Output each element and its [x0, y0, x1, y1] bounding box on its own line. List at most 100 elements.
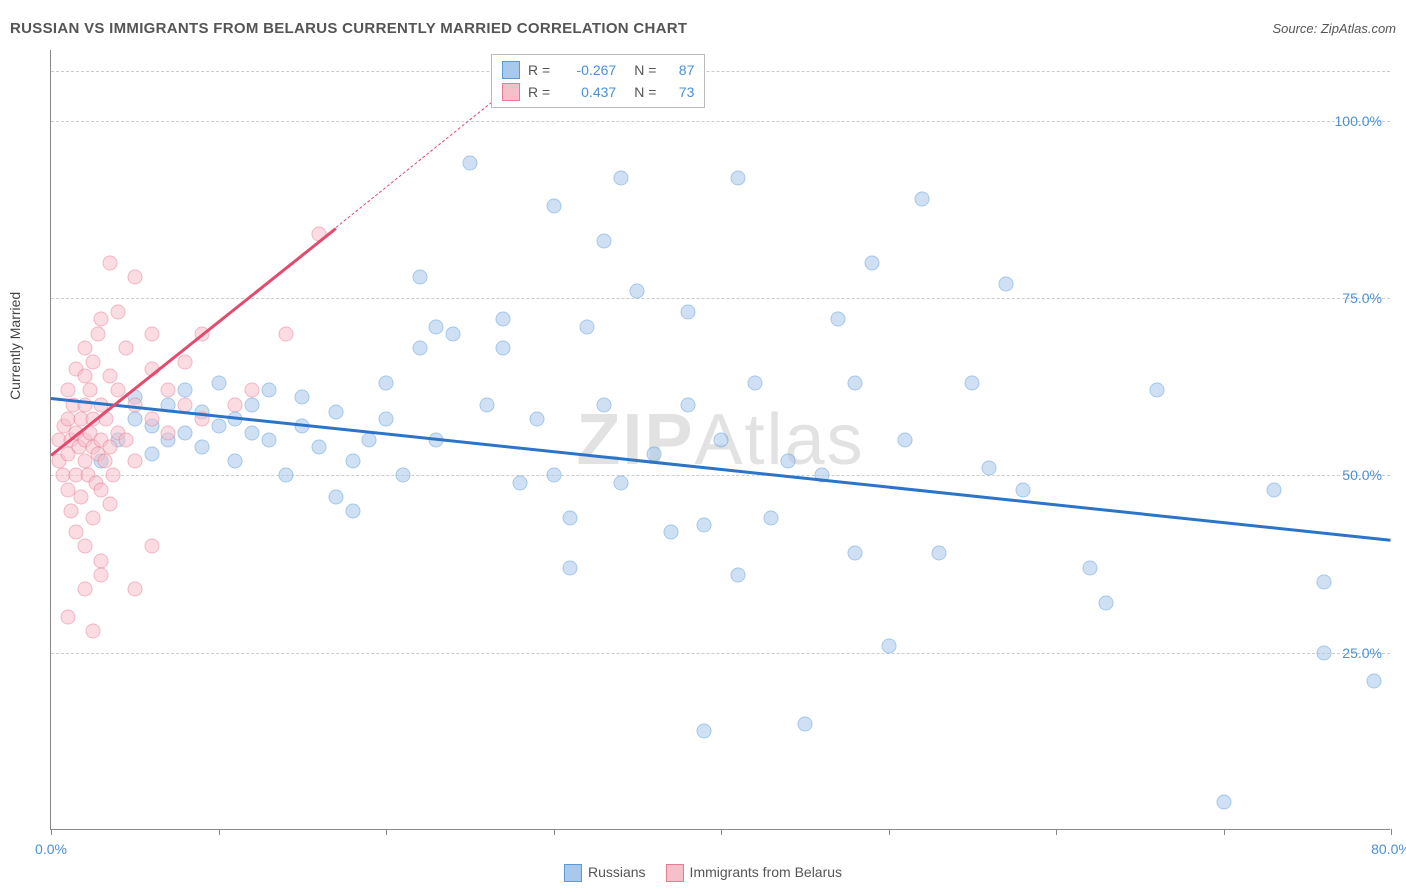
data-point	[479, 397, 494, 412]
legend-swatch-pink	[666, 864, 684, 882]
data-point	[94, 553, 109, 568]
data-point	[462, 156, 477, 171]
data-point	[144, 326, 159, 341]
data-point	[496, 312, 511, 327]
data-point	[848, 546, 863, 561]
data-point	[85, 355, 100, 370]
data-point	[1149, 383, 1164, 398]
data-point	[446, 326, 461, 341]
data-point	[85, 624, 100, 639]
data-point	[119, 433, 134, 448]
data-point	[379, 376, 394, 391]
data-point	[931, 546, 946, 561]
data-point	[1099, 596, 1114, 611]
data-point	[362, 433, 377, 448]
data-point	[831, 312, 846, 327]
data-point	[663, 525, 678, 540]
data-point	[529, 411, 544, 426]
data-point	[94, 312, 109, 327]
data-point	[1015, 482, 1030, 497]
data-point	[295, 390, 310, 405]
legend-row: R = 0.437 N = 73	[502, 81, 694, 103]
data-point	[797, 716, 812, 731]
data-point	[85, 511, 100, 526]
data-point	[1317, 645, 1332, 660]
data-point	[144, 539, 159, 554]
gridline	[51, 475, 1390, 476]
data-point	[245, 425, 260, 440]
data-point	[764, 511, 779, 526]
data-point	[898, 433, 913, 448]
n-label: N =	[634, 81, 656, 103]
data-point	[228, 454, 243, 469]
r-value: -0.267	[558, 59, 616, 81]
data-point	[119, 340, 134, 355]
x-tick	[1391, 829, 1392, 835]
data-point	[102, 496, 117, 511]
data-point	[563, 511, 578, 526]
r-value: 0.437	[558, 81, 616, 103]
data-point	[680, 397, 695, 412]
data-point	[127, 454, 142, 469]
data-point	[345, 503, 360, 518]
data-point	[127, 581, 142, 596]
x-tick	[51, 829, 52, 835]
data-point	[60, 383, 75, 398]
data-point	[345, 454, 360, 469]
r-label: R =	[528, 59, 550, 81]
data-point	[77, 340, 92, 355]
data-point	[328, 404, 343, 419]
y-axis-title: Currently Married	[7, 292, 23, 400]
x-tick	[721, 829, 722, 835]
data-point	[105, 468, 120, 483]
x-tick	[219, 829, 220, 835]
legend-label: Immigrants from Belarus	[690, 864, 842, 880]
legend-label: Russians	[588, 864, 646, 880]
data-point	[580, 319, 595, 334]
data-point	[144, 411, 159, 426]
data-point	[144, 447, 159, 462]
data-point	[312, 440, 327, 455]
data-point	[261, 383, 276, 398]
legend-swatch-blue	[564, 864, 582, 882]
data-point	[965, 376, 980, 391]
data-point	[161, 425, 176, 440]
data-point	[697, 723, 712, 738]
data-point	[94, 567, 109, 582]
legend-correlation: R = -0.267 N = 87 R = 0.437 N = 73	[491, 54, 705, 108]
y-tick-label: 25.0%	[1342, 645, 1382, 661]
data-point	[596, 397, 611, 412]
data-point	[245, 397, 260, 412]
data-point	[496, 340, 511, 355]
data-point	[680, 305, 695, 320]
data-point	[77, 539, 92, 554]
plot-area: ZIPAtlas R = -0.267 N = 87 R = 0.437 N =…	[50, 50, 1390, 830]
x-tick	[386, 829, 387, 835]
data-point	[613, 170, 628, 185]
data-point	[714, 433, 729, 448]
data-point	[211, 376, 226, 391]
data-point	[111, 305, 126, 320]
data-point	[781, 454, 796, 469]
y-tick-label: 50.0%	[1342, 467, 1382, 483]
title-bar: RUSSIAN VS IMMIGRANTS FROM BELARUS CURRE…	[10, 20, 1396, 37]
data-point	[1317, 574, 1332, 589]
data-point	[161, 383, 176, 398]
data-point	[697, 518, 712, 533]
data-point	[102, 369, 117, 384]
data-point	[412, 269, 427, 284]
data-point	[915, 191, 930, 206]
source-attribution: Source: ZipAtlas.com	[1272, 21, 1396, 36]
data-point	[127, 411, 142, 426]
legend-item: Immigrants from Belarus	[666, 864, 842, 882]
data-point	[94, 482, 109, 497]
data-point	[546, 468, 561, 483]
data-point	[563, 560, 578, 575]
data-point	[613, 475, 628, 490]
y-tick-label: 75.0%	[1342, 290, 1382, 306]
data-point	[546, 199, 561, 214]
data-point	[630, 284, 645, 299]
data-point	[881, 638, 896, 653]
data-point	[69, 525, 84, 540]
data-point	[379, 411, 394, 426]
